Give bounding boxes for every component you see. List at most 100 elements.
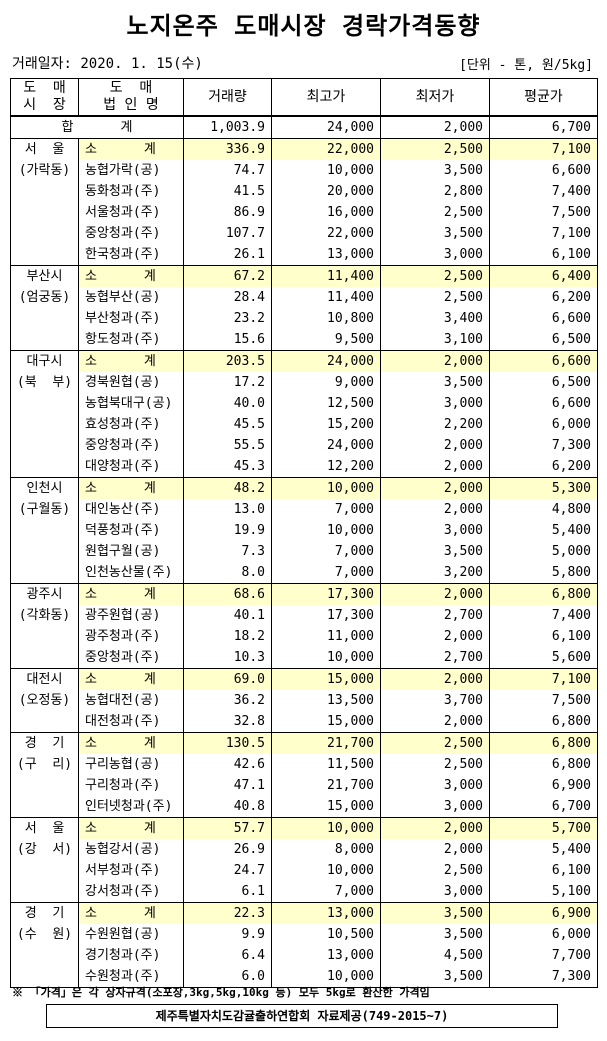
value-cell: 16,000 [271,202,381,223]
value-cell: 8.0 [183,562,272,584]
data-row: 경기청과(주) 6.4 13,000 4,500 7,700 [11,945,598,966]
corp-name: 서울청과(주) [78,202,184,223]
corp-name: 수원청과(주) [78,966,184,988]
value-cell: 24.7 [183,860,272,881]
value-cell: 10,000 [271,966,381,988]
value-cell: 40.0 [183,393,272,414]
value-cell: 7,100 [489,668,598,690]
value-cell: 13,000 [271,945,381,966]
value-cell: 45.3 [183,456,272,478]
value-cell: 13,000 [271,902,381,924]
value-cell: 3,400 [380,308,490,329]
market-name: 경 기 (구 리) [10,732,79,818]
value-cell: 2,000 [380,583,490,605]
value-cell: 67.2 [183,265,272,287]
column-header: 최고가 [271,78,381,117]
data-row: 수원청과(주) 6.0 10,000 3,500 7,300 [11,966,598,988]
text-line: 광주시 [26,587,63,602]
text-line: 서 울 [24,821,65,836]
data-row: 서부청과(주) 24.7 10,000 2,500 6,100 [11,860,598,881]
text-line: 평균가 [524,88,563,105]
text-line: 대전시 [26,672,63,687]
corp-name: 농협북대구(공) [78,393,184,414]
data-row: 항도청과(주) 15.6 9,500 3,100 6,500 [11,329,598,351]
value-cell: 17,300 [271,605,381,626]
value-cell: 6,800 [489,732,598,754]
value-cell: 74.7 [183,160,272,181]
data-row: 대전청과(주) 32.8 15,000 2,000 6,800 [11,711,598,733]
column-header: 최저가 [380,78,490,117]
value-cell: 6.4 [183,945,272,966]
corp-name: 소 계 [78,138,184,160]
value-cell: 4,800 [489,499,598,520]
value-cell: 2,000 [380,839,490,860]
value-cell: 3,000 [380,244,490,266]
value-cell: 9,500 [271,329,381,351]
value-cell: 4,500 [380,945,490,966]
value-cell: 11,400 [271,287,381,308]
value-cell: 10,500 [271,924,381,945]
value-cell: 17.2 [183,372,272,393]
corp-name: 소 계 [78,902,184,924]
text-line: (엄궁동) [18,290,71,305]
corp-name: 인터넷청과(주) [78,796,184,818]
unit: [단위 - 톤, 원/5kg] [459,58,593,73]
data-row: 동화청과(주) 41.5 20,000 2,800 7,400 [11,181,598,202]
value-cell: 7,300 [489,435,598,456]
value-cell: 3,000 [380,520,490,541]
corp-name: 소 계 [78,350,184,372]
value-cell: 5,300 [489,477,598,499]
data-row: 중앙청과(주) 10.3 10,000 2,700 5,600 [11,647,598,669]
value-cell: 2,000 [380,668,490,690]
value-cell: 6,500 [489,329,598,351]
value-cell: 2,500 [380,202,490,223]
value-cell: 7.3 [183,541,272,562]
corp-name: 수원원협(공) [78,924,184,945]
text-line: 서 울 [24,142,65,157]
total-cell: 6,700 [489,115,598,139]
data-row: 부산청과(주) 23.2 10,800 3,400 6,600 [11,308,598,329]
footnote: ※ 「가격」은 각 상자규격(소포장,3kg,5kg,10kg 등) 모두 5k… [12,986,430,999]
corp-name: 부산청과(주) [78,308,184,329]
value-cell: 2,000 [380,499,490,520]
value-cell: 22.3 [183,902,272,924]
data-row: 구리농협(공) 42.6 11,500 2,500 6,800 [11,754,598,775]
value-cell: 55.5 [183,435,272,456]
value-cell: 2,000 [380,350,490,372]
value-cell: 3,500 [380,902,490,924]
value-cell: 5,600 [489,647,598,669]
total-cell: 24,000 [271,115,381,139]
value-cell: 3,700 [380,690,490,711]
text-line: (가락동) [18,163,71,178]
value-cell: 6,100 [489,626,598,647]
corp-name: 한국청과(주) [78,244,184,266]
corp-name: 동화청과(주) [78,181,184,202]
subtotal-row: 서 울 (강 서) 소 계 57.7 10,000 2,000 5,700 [10,817,598,903]
value-cell: 3,000 [380,393,490,414]
value-cell: 6,800 [489,583,598,605]
value-cell: 69.0 [183,668,272,690]
corp-name: 광주원협(공) [78,605,184,626]
value-cell: 2,000 [380,711,490,733]
value-cell: 13,000 [271,244,381,266]
total-label: 합 계 [10,115,184,139]
value-cell: 13,500 [271,690,381,711]
value-cell: 7,000 [271,541,381,562]
corp-name: 경북원협(공) [78,372,184,393]
value-cell: 7,100 [489,223,598,244]
data-row: 구리청과(주) 47.1 21,700 3,000 6,900 [11,775,598,796]
data-row: 인천농산물(주) 8.0 7,000 3,200 5,800 [11,562,598,584]
subtotal-row: 광주시 (각화동) 소 계 68.6 17,300 2,000 6,800 [10,583,598,669]
value-cell: 21,700 [271,732,381,754]
value-cell: 45.5 [183,414,272,435]
value-cell: 6,000 [489,414,598,435]
value-cell: 7,400 [489,605,598,626]
value-cell: 6,900 [489,902,598,924]
data-row: 원협구월(공) 7.3 7,000 3,500 5,000 [11,541,598,562]
corp-name: 소 계 [78,583,184,605]
value-cell: 15,000 [271,668,381,690]
value-cell: 2,500 [380,732,490,754]
corp-name: 소 계 [78,817,184,839]
value-cell: 17,300 [271,583,381,605]
